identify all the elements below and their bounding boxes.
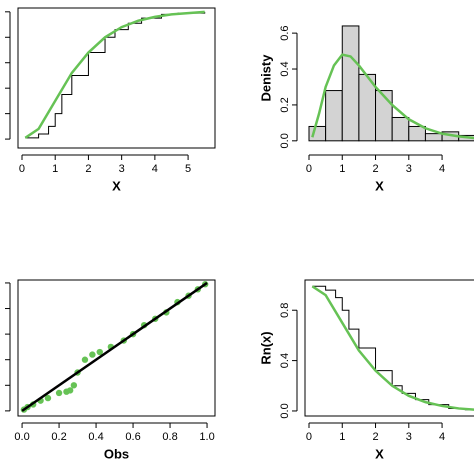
- bar: [391, 116, 410, 142]
- x-tick-label: 1.0: [199, 431, 214, 443]
- bar: [341, 25, 360, 142]
- point: [81, 356, 89, 363]
- x-tick-label: 2: [372, 163, 378, 175]
- x-tick-label: 0: [19, 163, 25, 175]
- panel: 0 1 2 3 4 X 0.0 0.2 0.4 0.6 Denisty: [258, 25, 474, 193]
- x-tick-label: 0.0: [14, 431, 29, 443]
- point: [55, 389, 63, 397]
- panel: 0 1 2 3 4 X 0.0 0.4 0.8 Rn(x): [258, 279, 474, 461]
- x-tick-label: 1: [52, 163, 58, 175]
- point: [96, 348, 103, 356]
- x-tick-label: 0.6: [125, 431, 140, 443]
- x-tick-label: 0.2: [51, 431, 66, 443]
- x-tick-label: 4: [439, 431, 445, 443]
- x-axis-label: X: [375, 178, 384, 193]
- x-tick-label: 4: [439, 163, 445, 175]
- x-tick-label: 3: [406, 163, 412, 175]
- y-tick-label: 0.0: [279, 403, 291, 418]
- point: [89, 351, 96, 358]
- point: [44, 394, 52, 402]
- fit-line: [311, 285, 474, 411]
- x-tick-label: 1: [339, 163, 345, 175]
- x-tick-label: 0: [306, 431, 312, 443]
- x-tick-label: 0.4: [88, 431, 103, 443]
- x-tick-label: 2: [85, 163, 91, 175]
- x-tick-label: 0: [306, 163, 312, 175]
- y-tick-label: 0.4: [279, 353, 291, 368]
- x-tick-label: 3: [406, 431, 412, 443]
- bar: [408, 125, 426, 142]
- x-tick-label: 0.8: [162, 431, 177, 443]
- y-tick-label: 0.6: [279, 25, 291, 40]
- x-tick-label: 3: [119, 163, 125, 175]
- point: [66, 387, 74, 394]
- plot-box: [17, 279, 216, 417]
- fit-line: [311, 53, 474, 140]
- x-tick-label: 2: [372, 431, 378, 443]
- bar: [325, 90, 343, 142]
- x-tick-label: 5: [185, 163, 191, 175]
- plot-box: [304, 279, 474, 417]
- panel: 0.0 0.2 0.4 0.6 0.8 1.0 Obs: [5, 279, 216, 461]
- point: [70, 382, 78, 389]
- step-line: [312, 285, 474, 411]
- x-axis-label: X: [112, 178, 121, 193]
- plot-box: [17, 7, 216, 149]
- bar: [424, 133, 443, 142]
- fit-line: [24, 10, 205, 139]
- bar: [375, 90, 393, 142]
- x-axis-label: Obs: [104, 446, 129, 461]
- y-tick-label: 0.4: [279, 61, 291, 76]
- x-tick-label: 1: [339, 431, 345, 443]
- x-axis-label: X: [375, 446, 384, 461]
- y-axis-label: Rn(x): [258, 331, 273, 364]
- y-tick-label: 0.2: [279, 97, 291, 112]
- y-tick-label: 0.0: [279, 133, 291, 148]
- panel: 0 1 2 3 4 5 X: [5, 7, 216, 193]
- bar: [308, 125, 327, 142]
- y-axis-label: Denisty: [258, 54, 273, 102]
- x-tick-label: 4: [152, 163, 158, 175]
- fit-line: [21, 281, 208, 412]
- y-tick-label: 0.8: [279, 303, 291, 318]
